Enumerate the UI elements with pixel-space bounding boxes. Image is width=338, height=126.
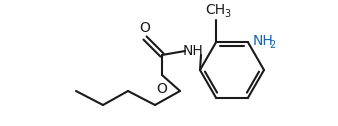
Text: NH: NH bbox=[253, 34, 274, 48]
Text: CH: CH bbox=[205, 3, 225, 17]
Text: NH: NH bbox=[183, 44, 203, 58]
Text: 2: 2 bbox=[269, 40, 275, 50]
Text: O: O bbox=[156, 82, 167, 96]
Text: O: O bbox=[140, 21, 150, 35]
Text: 3: 3 bbox=[224, 9, 230, 19]
